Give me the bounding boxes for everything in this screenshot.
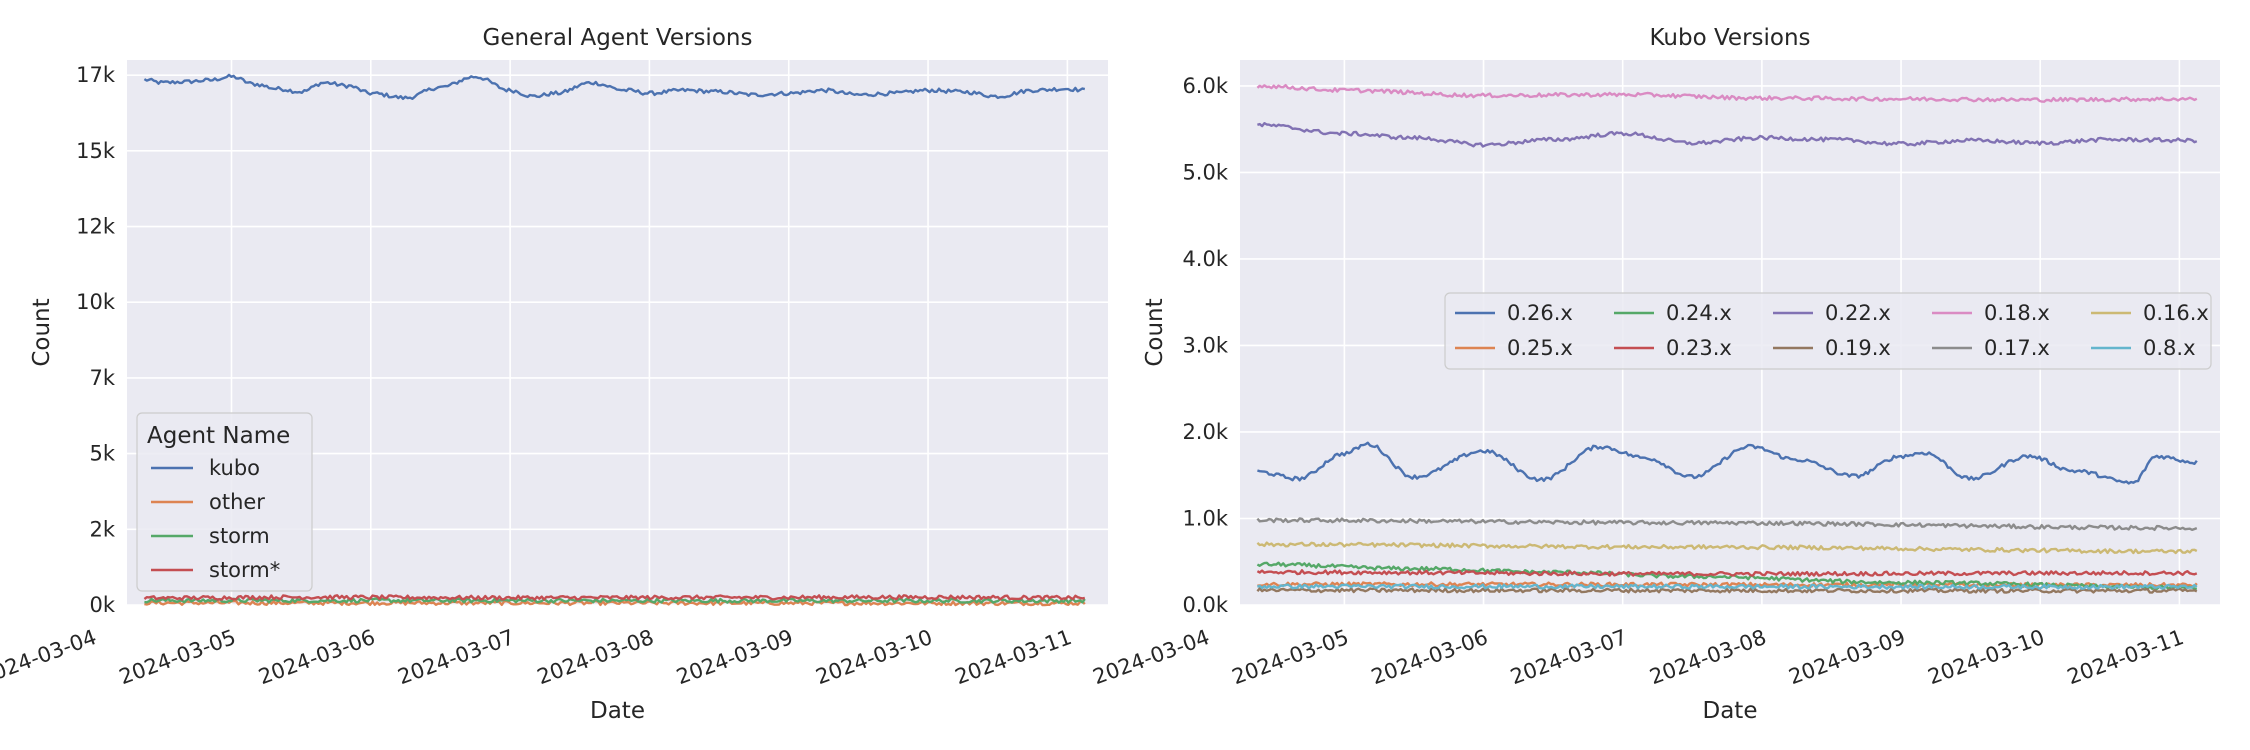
y-tick-label: 12k (76, 215, 116, 239)
x-tick-label: 2024-03-04 (1090, 625, 1213, 689)
chart-title: Kubo Versions (1649, 25, 1810, 51)
x-tick-label: 2024-03-11 (952, 625, 1075, 689)
legend-label: storm* (209, 558, 280, 582)
series-line-0.26.x (1257, 441, 2198, 485)
y-tick-label: 5k (89, 442, 115, 466)
x-tick-label: 2024-03-10 (1925, 625, 2048, 689)
x-tick-label: 2024-03-06 (255, 625, 378, 689)
series-line-0.19.x (1256, 587, 2198, 594)
x-tick-label: 2024-03-06 (1368, 625, 1491, 689)
x-tick-label: 2024-03-08 (534, 625, 657, 689)
x-axis-label: Date (590, 698, 645, 724)
y-axis-label: Count (29, 298, 55, 366)
legend-label: 0.16.x (2143, 301, 2209, 325)
series-line-storm* (143, 594, 1086, 601)
chart-panel-2: 2024-03-04 2024-03-05 2024-03-06 2024-03-07… (1090, 25, 2220, 724)
y-tick-label: 15k (76, 139, 116, 163)
y-tick-label: 7k (89, 366, 115, 390)
legend-label: 0.19.x (1825, 336, 1891, 360)
chart-title: General Agent Versions (483, 25, 753, 51)
legend-title: Agent Name (147, 423, 290, 449)
legend-label: 0.26.x (1507, 301, 1573, 325)
y-tick-label: 17k (76, 63, 116, 87)
legend-label: 0.17.x (1984, 336, 2050, 360)
legend-label: 0.8.x (2143, 336, 2196, 360)
legend-box (136, 412, 313, 592)
x-tick-label: 2024-03-07 (1507, 625, 1630, 689)
x-tick-label: 2024-03-11 (2064, 625, 2187, 689)
series-line-0.17.x (1256, 517, 2198, 531)
series-line-0.18.x (1256, 83, 2198, 103)
legend: 0.26.x 0.25.x 0.24.x 0.23.x 0.22.x 0.19.x 0.18… (1444, 292, 2212, 370)
x-tick-label: 2024-03-09 (673, 625, 796, 689)
y-tick-label: 4.0k (1182, 247, 1228, 271)
legend-label: 0.25.x (1507, 336, 1573, 360)
legend: Agent Name kubo other storm storm* (136, 412, 313, 592)
y-tick-label: 5.0k (1182, 160, 1228, 184)
y-tick-label: 0k (89, 593, 115, 617)
y-tick-label: 3.0k (1182, 333, 1228, 357)
y-tick-label: 2k (89, 517, 115, 541)
series-line-0.22.x (1257, 121, 2198, 148)
y-tick-label: 6.0k (1182, 74, 1228, 98)
legend-label: storm (209, 524, 270, 548)
series-line-0.16.x (1256, 541, 2198, 555)
y-tick-label: 2.0k (1182, 420, 1228, 444)
legend-label: 0.22.x (1825, 301, 1891, 325)
legend-label: 0.23.x (1666, 336, 1732, 360)
x-tick-label: 2024-03-10 (813, 625, 936, 689)
chart-panel-1: 2024-03-04 2024-03-05 2024-03-06 2024-03-07… (0, 25, 1108, 724)
y-tick-label: 0.0k (1182, 593, 1228, 617)
x-tick-label: 2024-03-08 (1646, 625, 1769, 689)
legend-label: kubo (209, 456, 260, 480)
x-tick-label: 2024-03-09 (1786, 625, 1909, 689)
legend-label: other (209, 490, 265, 514)
y-tick-label: 1.0k (1182, 506, 1228, 530)
x-tick-label: 2024-03-05 (116, 625, 239, 689)
y-tick-label: 10k (76, 290, 116, 314)
x-axis-label: Date (1703, 698, 1758, 724)
x-tick-label: 2024-03-07 (395, 625, 518, 689)
series-line-kubo (143, 73, 1086, 101)
series-line-0.23.x (1256, 569, 2198, 577)
series-line-0.24.x (1256, 561, 2197, 591)
x-tick-label: 2024-03-05 (1229, 625, 1352, 689)
y-axis-label: Count (1142, 298, 1168, 366)
legend-label: 0.24.x (1666, 301, 1732, 325)
legend-label: 0.18.x (1984, 301, 2050, 325)
x-tick-label: 2024-03-04 (0, 625, 100, 689)
series-line-0.8.x (1256, 583, 2198, 590)
